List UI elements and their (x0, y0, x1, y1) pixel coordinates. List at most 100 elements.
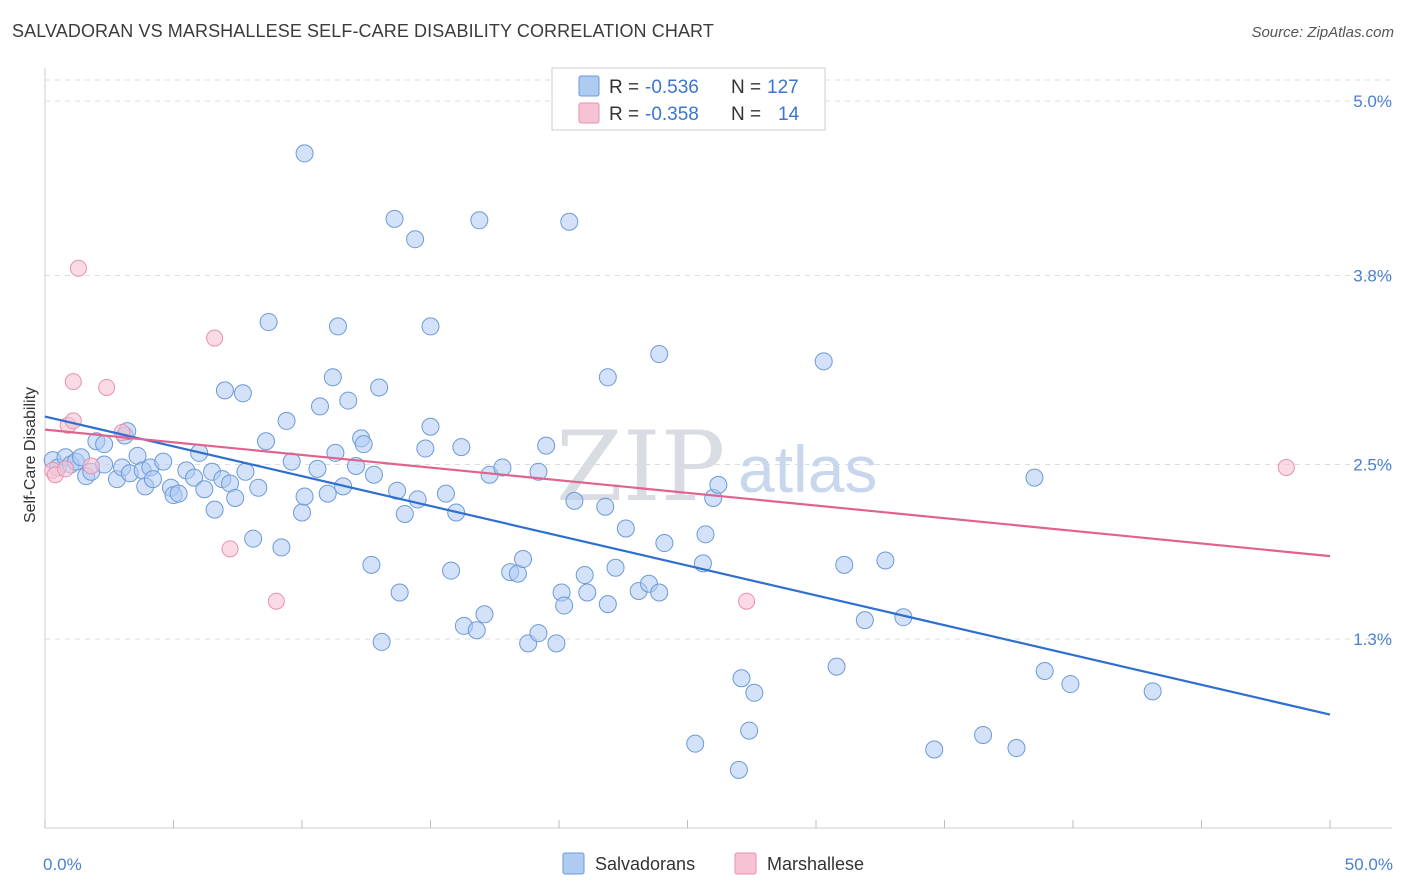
salvadoran-point (578, 583, 597, 602)
marshallese-point (221, 540, 239, 558)
trend-lines (44, 415, 1331, 716)
salvadoran-point (814, 352, 833, 371)
salvadoran-point (295, 487, 314, 506)
y-tick-label: 5.0% (1353, 92, 1392, 111)
salvadoran-point (395, 504, 414, 523)
salvadoran-point (650, 345, 669, 364)
x-tick-label: 50.0% (1345, 855, 1393, 874)
salvadoran-point (442, 561, 461, 580)
y-axis-title: Self-Care Disability (22, 387, 39, 523)
y-tick-label: 2.5% (1353, 456, 1392, 475)
salvadoran-point (555, 596, 574, 615)
salvadoran-point (529, 624, 548, 643)
salvadoran-point (390, 583, 409, 602)
tick-labels: 1.3% 2.5% 3.8% 5.0% 0.0% 50.0% (43, 92, 1393, 874)
legend-r-label: R = (609, 104, 639, 125)
y-tick-label: 1.3% (1353, 630, 1392, 649)
salvadoran-point (855, 611, 874, 630)
salvadoran-point (293, 503, 311, 522)
salvadoran-point (547, 634, 566, 653)
series-legend: Salvadorans Marshallese (562, 852, 864, 875)
salvadoran-point (596, 497, 615, 516)
salvadoran-point (696, 525, 715, 544)
legend-swatch-marshallese (734, 852, 757, 875)
salvadoran-point (277, 411, 296, 430)
marshallese-point (1277, 458, 1295, 476)
salvadoran-point (560, 212, 579, 231)
salvadoran-point (686, 734, 705, 753)
salvadoran-point (318, 484, 337, 503)
salvadoran-point (310, 397, 329, 416)
salvadoran-point (215, 381, 234, 400)
salvadoran-point (421, 417, 440, 436)
salvadoran-point (1143, 682, 1162, 701)
watermark-zip: ZIP (556, 411, 725, 523)
salvadoran-point (354, 435, 373, 454)
legend-r-value: -0.358 (645, 104, 699, 125)
gridlines (45, 79, 1392, 640)
salvadoran-point (1007, 739, 1026, 758)
salvadoran-point (1061, 675, 1080, 694)
salvadoran-point (598, 595, 617, 614)
x-tick-label: 0.0% (43, 855, 82, 874)
legend-swatch-marshallese (578, 102, 600, 124)
salvadoran-point (745, 683, 764, 702)
salvadorans-trend-line (44, 415, 1331, 716)
legend-n-value: 14 (778, 104, 800, 125)
y-tick-label: 3.8% (1353, 267, 1392, 286)
correlation-legend: R = -0.536 N = 127 R = -0.358 N = 14 (551, 67, 826, 131)
salvadoran-point (565, 491, 584, 510)
salvadoran-point (257, 432, 276, 451)
salvadoran-point (169, 484, 188, 503)
salvadoran-point (295, 144, 314, 163)
salvadoran-point (233, 384, 252, 403)
salvadoran-point (272, 538, 291, 557)
legend-label-marshallese: Marshallese (767, 854, 864, 874)
salvadoran-point (339, 391, 358, 410)
salvadoran-point (259, 313, 278, 332)
source-credit: Source: ZipAtlas.com (1251, 24, 1394, 41)
salvadoran-point (385, 209, 404, 228)
marshallese-point (738, 592, 756, 610)
salvadoran-point (370, 378, 389, 397)
axes (44, 68, 1392, 829)
salvadoran-point (740, 721, 759, 740)
legend-swatch-salvadorans (562, 852, 585, 875)
chart-title: SALVADORAN VS MARSHALLESE SELF-CARE DISA… (12, 21, 714, 41)
marshallese-point (98, 378, 116, 396)
salvadoran-point (493, 458, 512, 477)
legend-swatch-salvadorans (578, 75, 600, 97)
salvadoran-point (475, 605, 494, 624)
salvadoran-point (154, 452, 173, 471)
salvadoran-point (876, 551, 895, 570)
salvadoran-point (470, 211, 489, 230)
salvadoran-point (421, 317, 440, 336)
salvadoran-point (709, 475, 728, 494)
salvadoran-point (416, 439, 435, 458)
marshallese-point (206, 329, 224, 347)
marshallese-point (267, 592, 285, 610)
salvadoran-point (598, 368, 617, 387)
salvadoran-point (226, 488, 245, 507)
legend-n-value: 127 (767, 77, 799, 98)
salvadoran-point (514, 550, 533, 569)
salvadoran-point (835, 555, 854, 574)
marshallese-point (57, 460, 75, 478)
salvadoran-point (143, 470, 162, 489)
salvadoran-point (467, 621, 486, 640)
salvadoran-point (282, 452, 301, 471)
salvadoran-point (452, 438, 471, 457)
salvadoran-point (95, 435, 114, 454)
legend-n-label: N = (731, 104, 761, 125)
salvadoran-point (205, 500, 224, 519)
salvadoran-point (195, 480, 214, 499)
salvadoran-point (1035, 661, 1054, 680)
salvadoran-point (372, 632, 391, 651)
salvadoran-point (729, 760, 748, 779)
marshallese-point (69, 259, 87, 277)
salvadoran-point (406, 230, 425, 249)
salvadoran-point (185, 468, 204, 487)
salvadoran-point (827, 657, 846, 676)
salvadoran-point (328, 317, 347, 336)
